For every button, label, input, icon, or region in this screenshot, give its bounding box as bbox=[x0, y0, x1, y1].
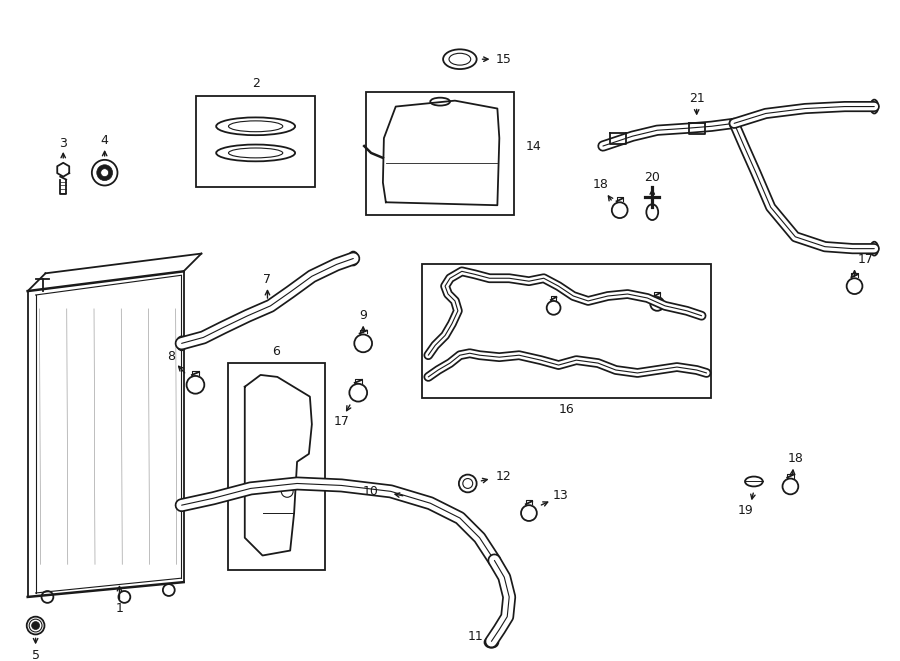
Text: 14: 14 bbox=[526, 139, 542, 153]
Ellipse shape bbox=[443, 50, 477, 69]
Ellipse shape bbox=[484, 637, 499, 648]
Circle shape bbox=[32, 621, 40, 629]
Text: 7: 7 bbox=[264, 273, 272, 286]
Text: 18: 18 bbox=[593, 178, 609, 191]
Circle shape bbox=[119, 591, 130, 603]
Ellipse shape bbox=[870, 100, 878, 114]
Ellipse shape bbox=[745, 477, 763, 486]
Text: 11: 11 bbox=[468, 630, 483, 643]
Ellipse shape bbox=[216, 118, 295, 135]
Text: 5: 5 bbox=[32, 648, 40, 661]
Text: 9: 9 bbox=[359, 309, 367, 322]
Text: 4: 4 bbox=[101, 134, 109, 147]
Ellipse shape bbox=[229, 121, 283, 132]
Text: 18: 18 bbox=[788, 452, 804, 465]
Text: 10: 10 bbox=[363, 485, 379, 498]
Bar bbox=[228, 363, 325, 570]
Ellipse shape bbox=[646, 204, 658, 220]
Text: 1: 1 bbox=[115, 602, 123, 615]
Circle shape bbox=[27, 617, 44, 635]
Ellipse shape bbox=[430, 98, 450, 106]
Text: 19: 19 bbox=[738, 504, 754, 517]
Ellipse shape bbox=[229, 148, 283, 158]
Text: 8: 8 bbox=[166, 350, 175, 363]
Circle shape bbox=[92, 160, 118, 186]
Bar bbox=[422, 264, 712, 398]
Text: 15: 15 bbox=[495, 53, 511, 65]
Circle shape bbox=[163, 584, 175, 596]
Ellipse shape bbox=[348, 252, 358, 266]
Bar bbox=[196, 96, 315, 188]
Text: 2: 2 bbox=[252, 77, 259, 91]
Circle shape bbox=[97, 165, 112, 180]
Circle shape bbox=[459, 475, 477, 492]
Circle shape bbox=[463, 479, 473, 488]
Text: 21: 21 bbox=[688, 92, 705, 105]
Text: 16: 16 bbox=[559, 403, 574, 416]
Ellipse shape bbox=[216, 145, 295, 161]
Text: 17: 17 bbox=[858, 253, 873, 266]
Text: 17: 17 bbox=[334, 415, 349, 428]
Text: 20: 20 bbox=[644, 171, 661, 184]
Text: 12: 12 bbox=[495, 470, 511, 483]
Text: 6: 6 bbox=[273, 345, 280, 358]
Ellipse shape bbox=[176, 336, 186, 350]
Circle shape bbox=[282, 485, 293, 497]
Bar bbox=[366, 92, 514, 215]
Circle shape bbox=[41, 591, 53, 603]
Text: 13: 13 bbox=[553, 488, 569, 502]
Ellipse shape bbox=[449, 54, 471, 65]
Text: 3: 3 bbox=[59, 137, 68, 149]
Circle shape bbox=[101, 169, 109, 176]
Ellipse shape bbox=[870, 242, 878, 256]
